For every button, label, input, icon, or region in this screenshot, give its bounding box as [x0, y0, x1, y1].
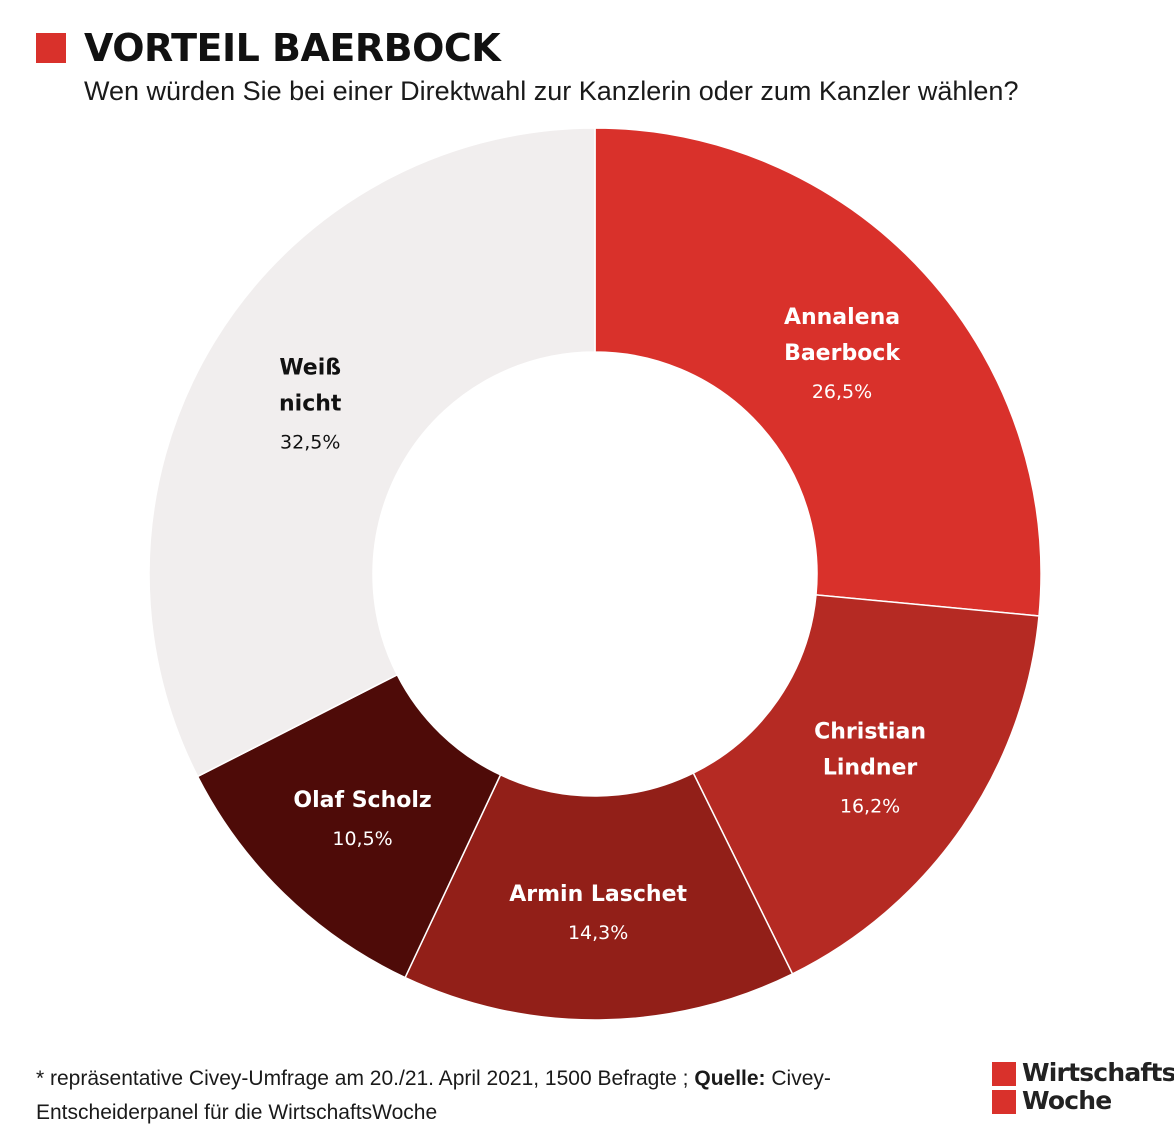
chart-subtitle: Wen würden Sie bei einer Direktwahl zur …	[84, 76, 1019, 106]
slice-label-christian-lindner-line-2: Lindner	[823, 755, 918, 780]
logo-line-1: Wirtschafts	[1022, 1058, 1174, 1087]
wirtschaftswoche-logo: Wirtschafts Woche	[992, 1060, 1174, 1116]
slice-label-christian-lindner-line-1: Christian	[814, 719, 926, 744]
chart-title: VORTEIL BAERBOCK	[84, 26, 501, 70]
footnote-text: * repräsentative Civey-Umfrage am 20./21…	[36, 1067, 695, 1090]
logo-line-2: Woche	[1022, 1086, 1112, 1115]
slice-label-weiss-nicht-line-2: nicht	[279, 391, 342, 416]
slice-annalena-baerbock	[594, 127, 1042, 617]
slice-value-weiss-nicht: 32,5%	[280, 431, 340, 453]
source-text: Civey-Entscheiderpanel für die Wirtschaf…	[36, 1067, 831, 1124]
slice-value-armin-laschet: 14,3%	[568, 922, 628, 944]
title-row: VORTEIL BAERBOCK	[36, 26, 501, 70]
slice-olaf-scholz	[196, 673, 502, 979]
slice-label-annalena-baerbock-line-1: Annalena	[784, 305, 900, 330]
slice-label-annalena-baerbock-line-2: Baerbock	[784, 341, 901, 366]
slice-label-olaf-scholz-line-1: Olaf Scholz	[293, 788, 431, 813]
slice-value-olaf-scholz: 10,5%	[332, 828, 392, 850]
slice-value-christian-lindner: 16,2%	[840, 795, 900, 817]
logo-square-top	[992, 1062, 1016, 1086]
slice-armin-laschet	[404, 772, 794, 1021]
slice-christian-lindner	[692, 594, 1040, 975]
title-marker	[36, 33, 66, 63]
slice-label-armin-laschet-line-1: Armin Laschet	[509, 882, 687, 907]
footnote: * repräsentative Civey-Umfrage am 20./21…	[36, 1062, 936, 1130]
slice-weiss-nicht	[148, 127, 596, 778]
slice-value-annalena-baerbock: 26,5%	[812, 381, 872, 403]
slice-label-weiss-nicht-line-1: Weiß	[279, 355, 341, 380]
logo-square-bottom	[992, 1090, 1016, 1114]
source-label: Quelle:	[694, 1067, 766, 1090]
